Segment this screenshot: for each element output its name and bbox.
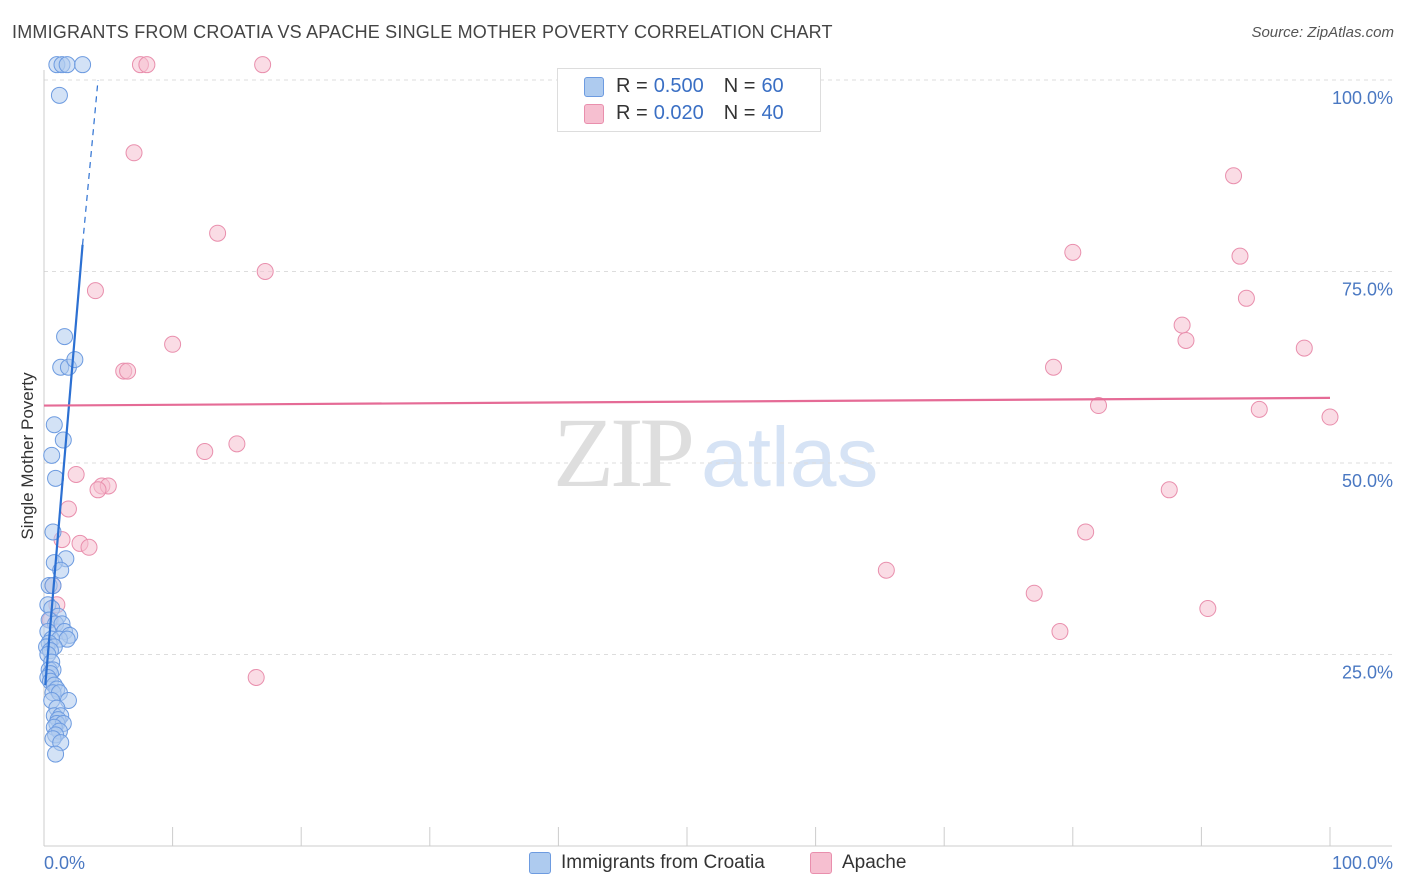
r-value: 0.020 bbox=[653, 102, 704, 124]
apache-point bbox=[1237, 289, 1255, 307]
y-tick-label: 50.0% bbox=[1342, 471, 1393, 491]
croatia-point bbox=[52, 561, 70, 579]
apache-point bbox=[59, 500, 77, 518]
y-tick-labels: 25.0% 50.0% 75.0% 100.0% bbox=[1332, 88, 1393, 683]
apache-point bbox=[1160, 481, 1178, 499]
legend-item-croatia: Immigrants from Croatia bbox=[529, 852, 765, 874]
x-tick-labels: 0.0% 100.0% bbox=[44, 853, 1393, 873]
r-value: 0.500 bbox=[653, 75, 704, 97]
apache-point bbox=[254, 56, 272, 74]
croatia-point bbox=[54, 431, 72, 449]
apache-trend-line bbox=[43, 396, 1331, 407]
legend-item-apache: Apache bbox=[810, 852, 906, 874]
croatia-legend-icon bbox=[529, 852, 551, 874]
apache-point bbox=[247, 668, 265, 686]
apache-point bbox=[1295, 339, 1313, 357]
source-credit: Source: ZipAtlas.com bbox=[1251, 24, 1394, 41]
apache-point bbox=[1199, 600, 1217, 618]
apache-point bbox=[119, 362, 137, 380]
apache-point bbox=[1090, 397, 1108, 415]
apache-point bbox=[209, 224, 227, 242]
croatia-point bbox=[66, 351, 84, 369]
correlation-legend: R = 0.500 N = 60 R = 0.020 N = 40 bbox=[557, 68, 821, 132]
croatia-swatch-icon bbox=[584, 76, 604, 97]
apache-point bbox=[1051, 623, 1069, 641]
legend-label-apache: Apache bbox=[842, 852, 907, 873]
apache-point bbox=[1225, 167, 1243, 185]
legend-row-apache: R = 0.020 N = 40 bbox=[584, 100, 784, 127]
apache-point bbox=[1177, 331, 1195, 349]
axes bbox=[43, 70, 1392, 847]
trend-lines bbox=[43, 79, 1331, 686]
apache-point bbox=[80, 538, 98, 556]
y-tick-label: 25.0% bbox=[1342, 663, 1393, 683]
chart-title: IMMIGRANTS FROM CROATIA VS APACHE SINGLE… bbox=[12, 22, 833, 42]
apache-point bbox=[1321, 408, 1339, 426]
apache-point bbox=[89, 481, 107, 499]
apache-swatch-icon bbox=[584, 103, 604, 124]
croatia-point bbox=[45, 416, 63, 434]
croatia-trend-extension bbox=[81, 79, 99, 245]
apache-point bbox=[1077, 523, 1095, 541]
legend-label-croatia: Immigrants from Croatia bbox=[561, 852, 765, 873]
croatia-point bbox=[58, 56, 76, 74]
y-tick-label: 75.0% bbox=[1342, 280, 1393, 300]
croatia-point bbox=[47, 469, 65, 487]
x-tick-label: 0.0% bbox=[44, 853, 85, 873]
apache-point bbox=[1064, 243, 1082, 261]
watermark: ZIP atlas bbox=[553, 395, 878, 510]
n-value: 40 bbox=[761, 102, 784, 124]
n-label: N = bbox=[723, 102, 756, 124]
apache-point bbox=[67, 465, 85, 483]
croatia-point bbox=[50, 86, 68, 104]
croatia-point bbox=[58, 630, 76, 648]
apache-point bbox=[877, 561, 895, 579]
apache-point bbox=[86, 282, 104, 300]
series-legend: Immigrants from Croatia Apache bbox=[0, 852, 1406, 878]
apache-point bbox=[256, 263, 274, 280]
apache-point bbox=[138, 56, 156, 74]
r-label: R = bbox=[616, 75, 648, 97]
apache-points bbox=[41, 56, 1339, 686]
apache-point bbox=[1250, 400, 1268, 418]
croatia-point bbox=[56, 328, 74, 346]
apache-point bbox=[1231, 247, 1249, 265]
apache-point bbox=[1045, 358, 1063, 376]
y-tick-label: 100.0% bbox=[1332, 88, 1393, 108]
n-value: 60 bbox=[761, 75, 784, 97]
watermark-atlas: atlas bbox=[701, 410, 879, 504]
apache-point bbox=[228, 435, 246, 453]
apache-legend-icon bbox=[810, 852, 832, 874]
n-label: N = bbox=[723, 75, 756, 97]
croatia-points bbox=[38, 56, 92, 763]
apache-point bbox=[1025, 584, 1043, 602]
r-label: R = bbox=[616, 102, 648, 124]
croatia-point bbox=[74, 56, 92, 74]
apache-point bbox=[125, 144, 143, 162]
apache-point bbox=[1173, 316, 1191, 334]
croatia-trend-line bbox=[44, 244, 84, 686]
croatia-point bbox=[47, 745, 65, 763]
apache-point bbox=[164, 335, 182, 353]
watermark-zip: ZIP bbox=[553, 397, 695, 508]
x-tick-label: 100.0% bbox=[1332, 853, 1393, 873]
legend-row-croatia: R = 0.500 N = 60 bbox=[584, 73, 784, 100]
croatia-point bbox=[43, 446, 61, 464]
grid-lines bbox=[44, 79, 1392, 655]
apache-point bbox=[196, 443, 214, 461]
